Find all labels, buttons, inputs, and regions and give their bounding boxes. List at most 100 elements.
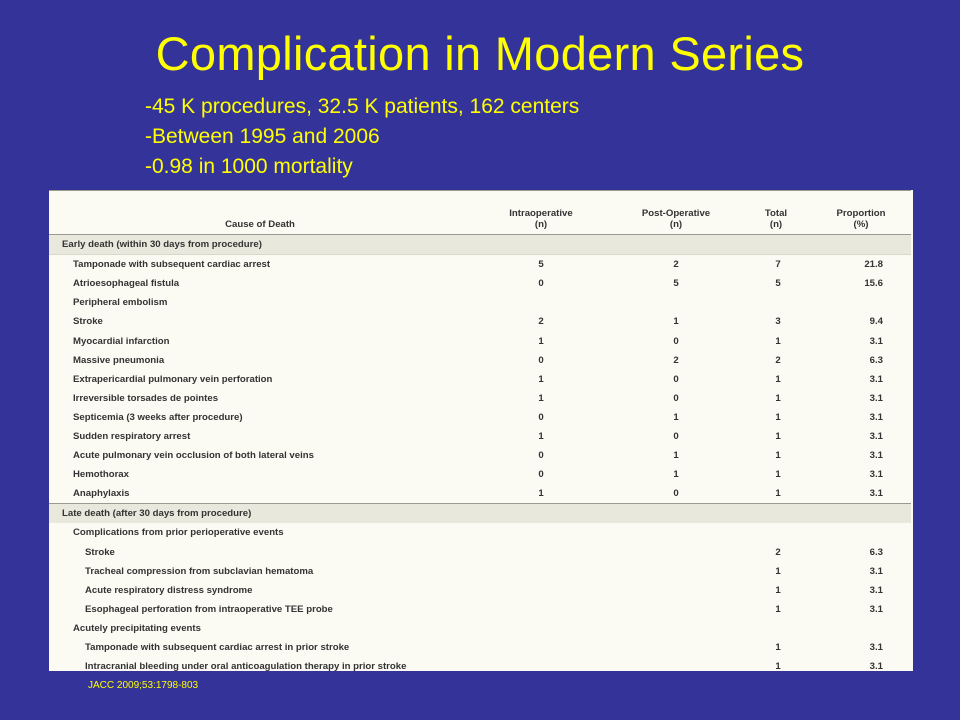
cause-cell: Acute pulmonary vein occlusion of both l… (73, 450, 314, 462)
proportion-cell: 3.1 (869, 469, 883, 481)
intraoperative-cell (471, 562, 611, 581)
total-cell: 1 (775, 392, 781, 404)
cause-cell: Myocardial infarction (73, 335, 170, 347)
intraoperative-cell: 0 (538, 469, 544, 481)
table-row: Peripheral embolism (49, 293, 911, 312)
postoperative-cell (611, 619, 741, 638)
table-row: Acute pulmonary vein occlusion of both l… (49, 446, 911, 465)
cause-cell: Esophageal perforation from intraoperati… (85, 603, 333, 615)
total-cell: 1 (775, 584, 781, 596)
cause-cell: Complications from prior perioperative e… (73, 527, 284, 539)
postoperative-cell: 0 (673, 335, 679, 347)
proportion-cell: 6.3 (869, 354, 883, 366)
total-cell: 1 (775, 335, 781, 347)
postoperative-cell (611, 581, 741, 600)
table-row: Esophageal perforation from intraoperati… (49, 600, 911, 619)
proportion-cell: 3.1 (869, 411, 883, 423)
proportion-cell: 3.1 (869, 450, 883, 462)
total-cell: 5 (775, 278, 781, 290)
proportion-cell: 3.1 (869, 565, 883, 577)
total-cell: 1 (775, 603, 781, 615)
intraoperative-cell (471, 581, 611, 600)
intraoperative-cell (471, 638, 611, 657)
header-intraoperative: Intraoperative (n) (471, 190, 611, 235)
header-postoperative-label: Post-Operative (641, 208, 711, 219)
section-label: Late death (after 30 days from procedure… (49, 503, 911, 524)
total-cell (741, 293, 811, 312)
total-cell: 1 (775, 565, 781, 577)
table-row: Anaphylaxis 1 0 1 3.1 (49, 484, 911, 504)
postoperative-cell: 0 (673, 373, 679, 385)
postoperative-cell: 0 (673, 488, 679, 500)
intraoperative-cell (471, 619, 611, 638)
total-cell: 2 (775, 354, 781, 366)
total-cell (741, 619, 811, 638)
intraoperative-cell (471, 657, 611, 676)
proportion-cell: 3.1 (869, 430, 883, 442)
proportion-cell: 21.8 (864, 259, 883, 271)
proportion-cell: 3.1 (869, 373, 883, 385)
proportion-cell: 6.3 (869, 546, 883, 558)
intraoperative-cell (471, 543, 611, 562)
bullet-item: -45 K procedures, 32.5 K patients, 162 c… (145, 95, 580, 118)
section-row-late: Late death (after 30 days from procedure… (49, 503, 911, 524)
intraoperative-cell: 0 (538, 278, 544, 290)
cause-cell: Anaphylaxis (73, 488, 130, 500)
bullet-list: -45 K procedures, 32.5 K patients, 162 c… (145, 92, 579, 182)
table-row: Tamponade with subsequent cardiac arrest… (49, 255, 911, 275)
intraoperative-cell: 1 (538, 488, 544, 500)
cause-cell: Stroke (85, 546, 115, 558)
cause-cell: Irreversible torsades de pointes (73, 392, 219, 404)
cause-cell: Extrapericardial pulmonary vein perforat… (73, 373, 273, 385)
total-cell: 1 (775, 488, 781, 500)
postoperative-cell (611, 600, 741, 619)
intraoperative-cell: 2 (538, 316, 544, 328)
cause-cell: Tracheal compression from subclavian hem… (85, 565, 314, 577)
bullet-item: -0.98 in 1000 mortality (145, 155, 353, 178)
intraoperative-cell: 0 (538, 411, 544, 423)
intraoperative-cell: 1 (538, 373, 544, 385)
postoperative-cell (611, 543, 741, 562)
table-row: Stroke 2 6.3 (49, 543, 911, 562)
total-cell: 1 (775, 469, 781, 481)
postoperative-cell (611, 638, 741, 657)
table-row: Hemothorax 0 1 1 3.1 (49, 465, 911, 484)
intraoperative-cell: 1 (538, 392, 544, 404)
intraoperative-cell (471, 293, 611, 312)
header-total-unit: (n) (769, 219, 783, 230)
mortality-table: Cause of Death Intraoperative (n) Post-O… (49, 190, 911, 676)
cause-cell: Massive pneumonia (73, 354, 165, 366)
header-proportion-label: Proportion (836, 208, 886, 219)
intraoperative-cell: 0 (538, 354, 544, 366)
intraoperative-cell (471, 600, 611, 619)
cause-cell: Peripheral embolism (73, 297, 168, 309)
cause-cell: Sudden respiratory arrest (73, 430, 191, 442)
cause-cell: Stroke (73, 316, 103, 328)
intraoperative-cell: 1 (538, 430, 544, 442)
table-row: Tracheal compression from subclavian hem… (49, 562, 911, 581)
postoperative-cell: 1 (673, 450, 679, 462)
header-intraoperative-label: Intraoperative (509, 208, 573, 219)
header-proportion-unit: (%) (853, 219, 869, 230)
table-row: Myocardial infarction 1 0 1 3.1 (49, 331, 911, 350)
cause-cell: Tamponade with subsequent cardiac arrest… (85, 642, 350, 654)
postoperative-cell (611, 523, 741, 542)
proportion-cell: 3.1 (869, 335, 883, 347)
proportion-cell: 3.1 (869, 603, 883, 615)
table-row: Acute respiratory distress syndrome 1 3.1 (49, 581, 911, 600)
proportion-cell: 3.1 (869, 642, 883, 654)
proportion-cell: 9.4 (869, 316, 883, 328)
table-row: Septicemia (3 weeks after procedure) 0 1 1 3… (49, 408, 911, 427)
postoperative-cell: 0 (673, 392, 679, 404)
header-postoperative: Post-Operative (n) (611, 190, 741, 235)
cause-cell: Septicemia (3 weeks after procedure) (73, 411, 243, 423)
header-postoperative-unit: (n) (669, 219, 683, 230)
postoperative-cell: 1 (673, 316, 679, 328)
postoperative-cell (611, 293, 741, 312)
header-total-label: Total (764, 208, 788, 219)
total-cell: 3 (775, 316, 781, 328)
total-cell: 1 (775, 642, 781, 654)
cause-cell: Acutely precipitating events (73, 622, 201, 634)
table-row: Stroke 2 1 3 9.4 (49, 312, 911, 331)
postoperative-cell: 0 (673, 430, 679, 442)
